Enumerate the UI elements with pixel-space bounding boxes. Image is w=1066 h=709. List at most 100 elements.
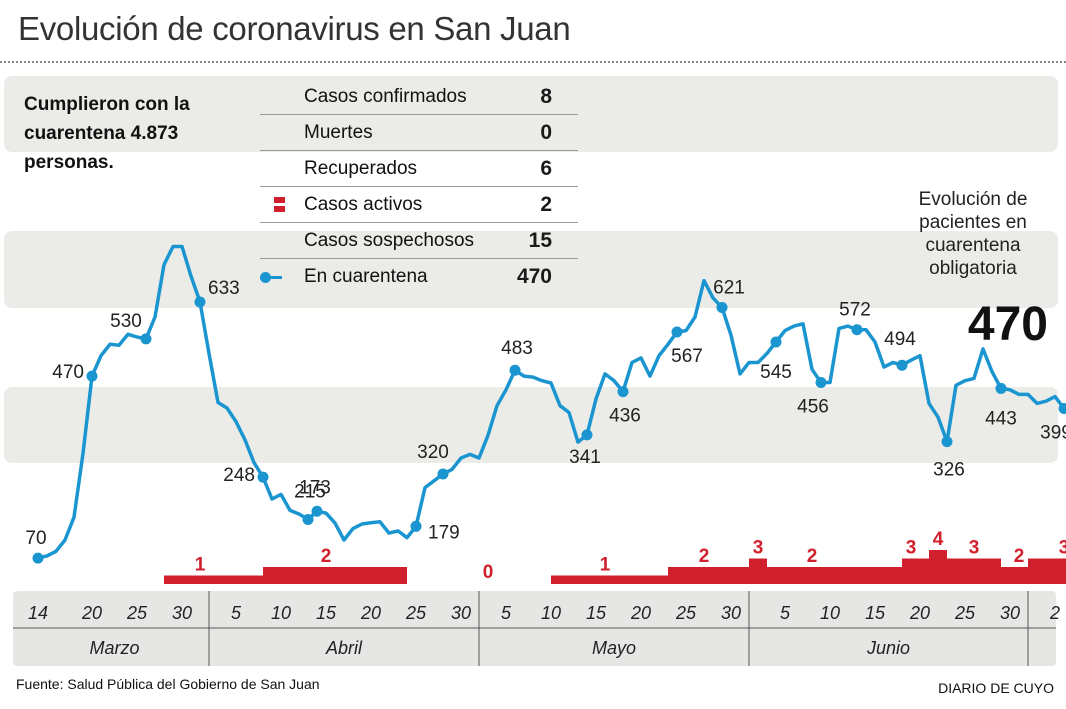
active-cases-bar bbox=[749, 558, 767, 584]
x-tick-label: 15 bbox=[586, 603, 607, 623]
x-tick-label: 25 bbox=[126, 603, 148, 623]
data-point bbox=[311, 505, 323, 517]
summary-value: 6 bbox=[512, 150, 578, 187]
x-tick-label: 10 bbox=[820, 603, 840, 623]
data-label: 248 bbox=[223, 465, 255, 486]
summary-value: 8 bbox=[512, 79, 578, 115]
summary-row: Recuperados 6 bbox=[260, 150, 578, 187]
summary-label: Recuperados bbox=[304, 150, 512, 187]
active-cases-label: 1 bbox=[600, 555, 611, 576]
active-cases-bar bbox=[1001, 567, 1028, 584]
data-point bbox=[194, 296, 206, 308]
x-tick-label: 20 bbox=[630, 603, 651, 623]
data-label: 530 bbox=[110, 311, 142, 332]
summary-label: Casos activos bbox=[304, 186, 512, 223]
data-point bbox=[32, 552, 44, 564]
x-tick-label: 30 bbox=[1000, 603, 1020, 623]
data-point bbox=[995, 382, 1007, 394]
month-label: Abril bbox=[325, 638, 363, 658]
summary-table: Casos confirmados 8 Muertes 0 Recuperados 6 Ca… bbox=[260, 79, 578, 294]
title-divider bbox=[0, 61, 1066, 63]
active-cases-bar bbox=[668, 567, 749, 584]
x-tick-label: 30 bbox=[721, 603, 741, 623]
x-tick-label: 25 bbox=[675, 603, 697, 623]
summary-value: 470 bbox=[516, 264, 552, 288]
data-label: 443 bbox=[985, 408, 1017, 429]
source-note: Fuente: Salud Pública del Gobierno de Sa… bbox=[16, 676, 320, 692]
active-cases-bar bbox=[1028, 558, 1066, 584]
x-tick-label: 15 bbox=[316, 603, 337, 623]
data-label: 494 bbox=[884, 329, 916, 350]
data-label: 215 bbox=[294, 481, 326, 502]
data-point bbox=[302, 513, 314, 525]
data-label: 483 bbox=[501, 338, 533, 359]
publisher-credit: DIARIO DE CUYO bbox=[938, 680, 1054, 696]
data-label: 572 bbox=[839, 300, 871, 321]
active-cases-label: 3 bbox=[969, 538, 980, 559]
summary-label: En cuarentena bbox=[304, 265, 428, 287]
quarantine-series-line bbox=[36, 244, 1066, 560]
red-squares-icon bbox=[274, 197, 285, 212]
x-tick-label: 5 bbox=[501, 603, 512, 623]
month-label: Junio bbox=[866, 638, 910, 658]
active-cases-label: 0 bbox=[483, 562, 494, 583]
summary-label: Casos confirmados bbox=[304, 79, 512, 115]
active-cases-bar bbox=[929, 550, 947, 584]
active-cases-bar bbox=[767, 567, 902, 584]
data-label: 326 bbox=[933, 460, 965, 481]
x-tick-label: 25 bbox=[954, 603, 976, 623]
data-label: 179 bbox=[428, 522, 460, 543]
data-point bbox=[257, 471, 269, 483]
quarantine-total-note: Cumplieron con la cuarentena 4.873 perso… bbox=[24, 94, 190, 173]
active-cases-label: 2 bbox=[699, 546, 710, 567]
data-label: 633 bbox=[208, 278, 240, 299]
summary-row: Casos activos 2 bbox=[260, 186, 578, 223]
blue-line-icon bbox=[260, 272, 282, 283]
summary-row: Casos confirmados 8 bbox=[260, 79, 578, 115]
data-label: 70 bbox=[25, 528, 46, 549]
data-point bbox=[770, 336, 782, 348]
x-tick-label: 25 bbox=[405, 603, 427, 623]
month-label: Mayo bbox=[592, 638, 636, 658]
active-cases-label: 2 bbox=[807, 546, 818, 567]
data-point bbox=[509, 364, 521, 376]
active-cases-label: 1 bbox=[195, 555, 206, 576]
x-tick-label: 2 bbox=[1049, 603, 1060, 623]
data-label: 341 bbox=[569, 447, 601, 468]
active-cases-label: 3 bbox=[753, 538, 764, 559]
page-title: Evolución de coronavirus en San Juan bbox=[18, 10, 571, 47]
summary-row: En cuarentena 470 bbox=[260, 259, 578, 295]
data-point bbox=[581, 429, 593, 441]
x-tick-label: 20 bbox=[909, 603, 930, 623]
data-point bbox=[896, 359, 908, 371]
x-tick-label: 14 bbox=[28, 603, 48, 623]
data-point bbox=[617, 386, 629, 398]
x-tick-label: 10 bbox=[271, 603, 291, 623]
x-tick-label: 5 bbox=[231, 603, 242, 623]
data-label: 456 bbox=[797, 397, 829, 418]
summary-label: Casos sospechosos bbox=[304, 222, 512, 259]
chart-annotation: Evolución de pacientes en cuarentena obl… bbox=[918, 189, 1028, 279]
active-cases-chart: 1201232343232 bbox=[164, 529, 1066, 584]
latest-value: 470 bbox=[967, 298, 1048, 351]
x-tick-label: 20 bbox=[360, 603, 381, 623]
date-axis: 14 20 25 30 5 10 15 20 25 30 5 10 15 20 25 30 5 10 15 20 25 3… bbox=[13, 591, 1060, 666]
summary-value: 15 bbox=[512, 222, 578, 259]
x-tick-label: 30 bbox=[451, 603, 471, 623]
data-label: 436 bbox=[609, 406, 641, 427]
summary-value: 2 bbox=[512, 186, 578, 223]
active-cases-label: 4 bbox=[933, 529, 944, 550]
data-point bbox=[815, 377, 827, 389]
data-point bbox=[86, 370, 98, 382]
data-label: 567 bbox=[671, 346, 703, 367]
data-point bbox=[671, 326, 683, 338]
x-tick-label: 5 bbox=[780, 603, 791, 623]
summary-row: Muertes 0 bbox=[260, 114, 578, 151]
data-label: 399 bbox=[1040, 422, 1066, 443]
data-point bbox=[1058, 402, 1066, 414]
x-tick-label: 30 bbox=[172, 603, 192, 623]
background-band bbox=[4, 387, 1058, 463]
active-cases-bar bbox=[902, 558, 929, 584]
active-cases-bar bbox=[263, 567, 407, 584]
